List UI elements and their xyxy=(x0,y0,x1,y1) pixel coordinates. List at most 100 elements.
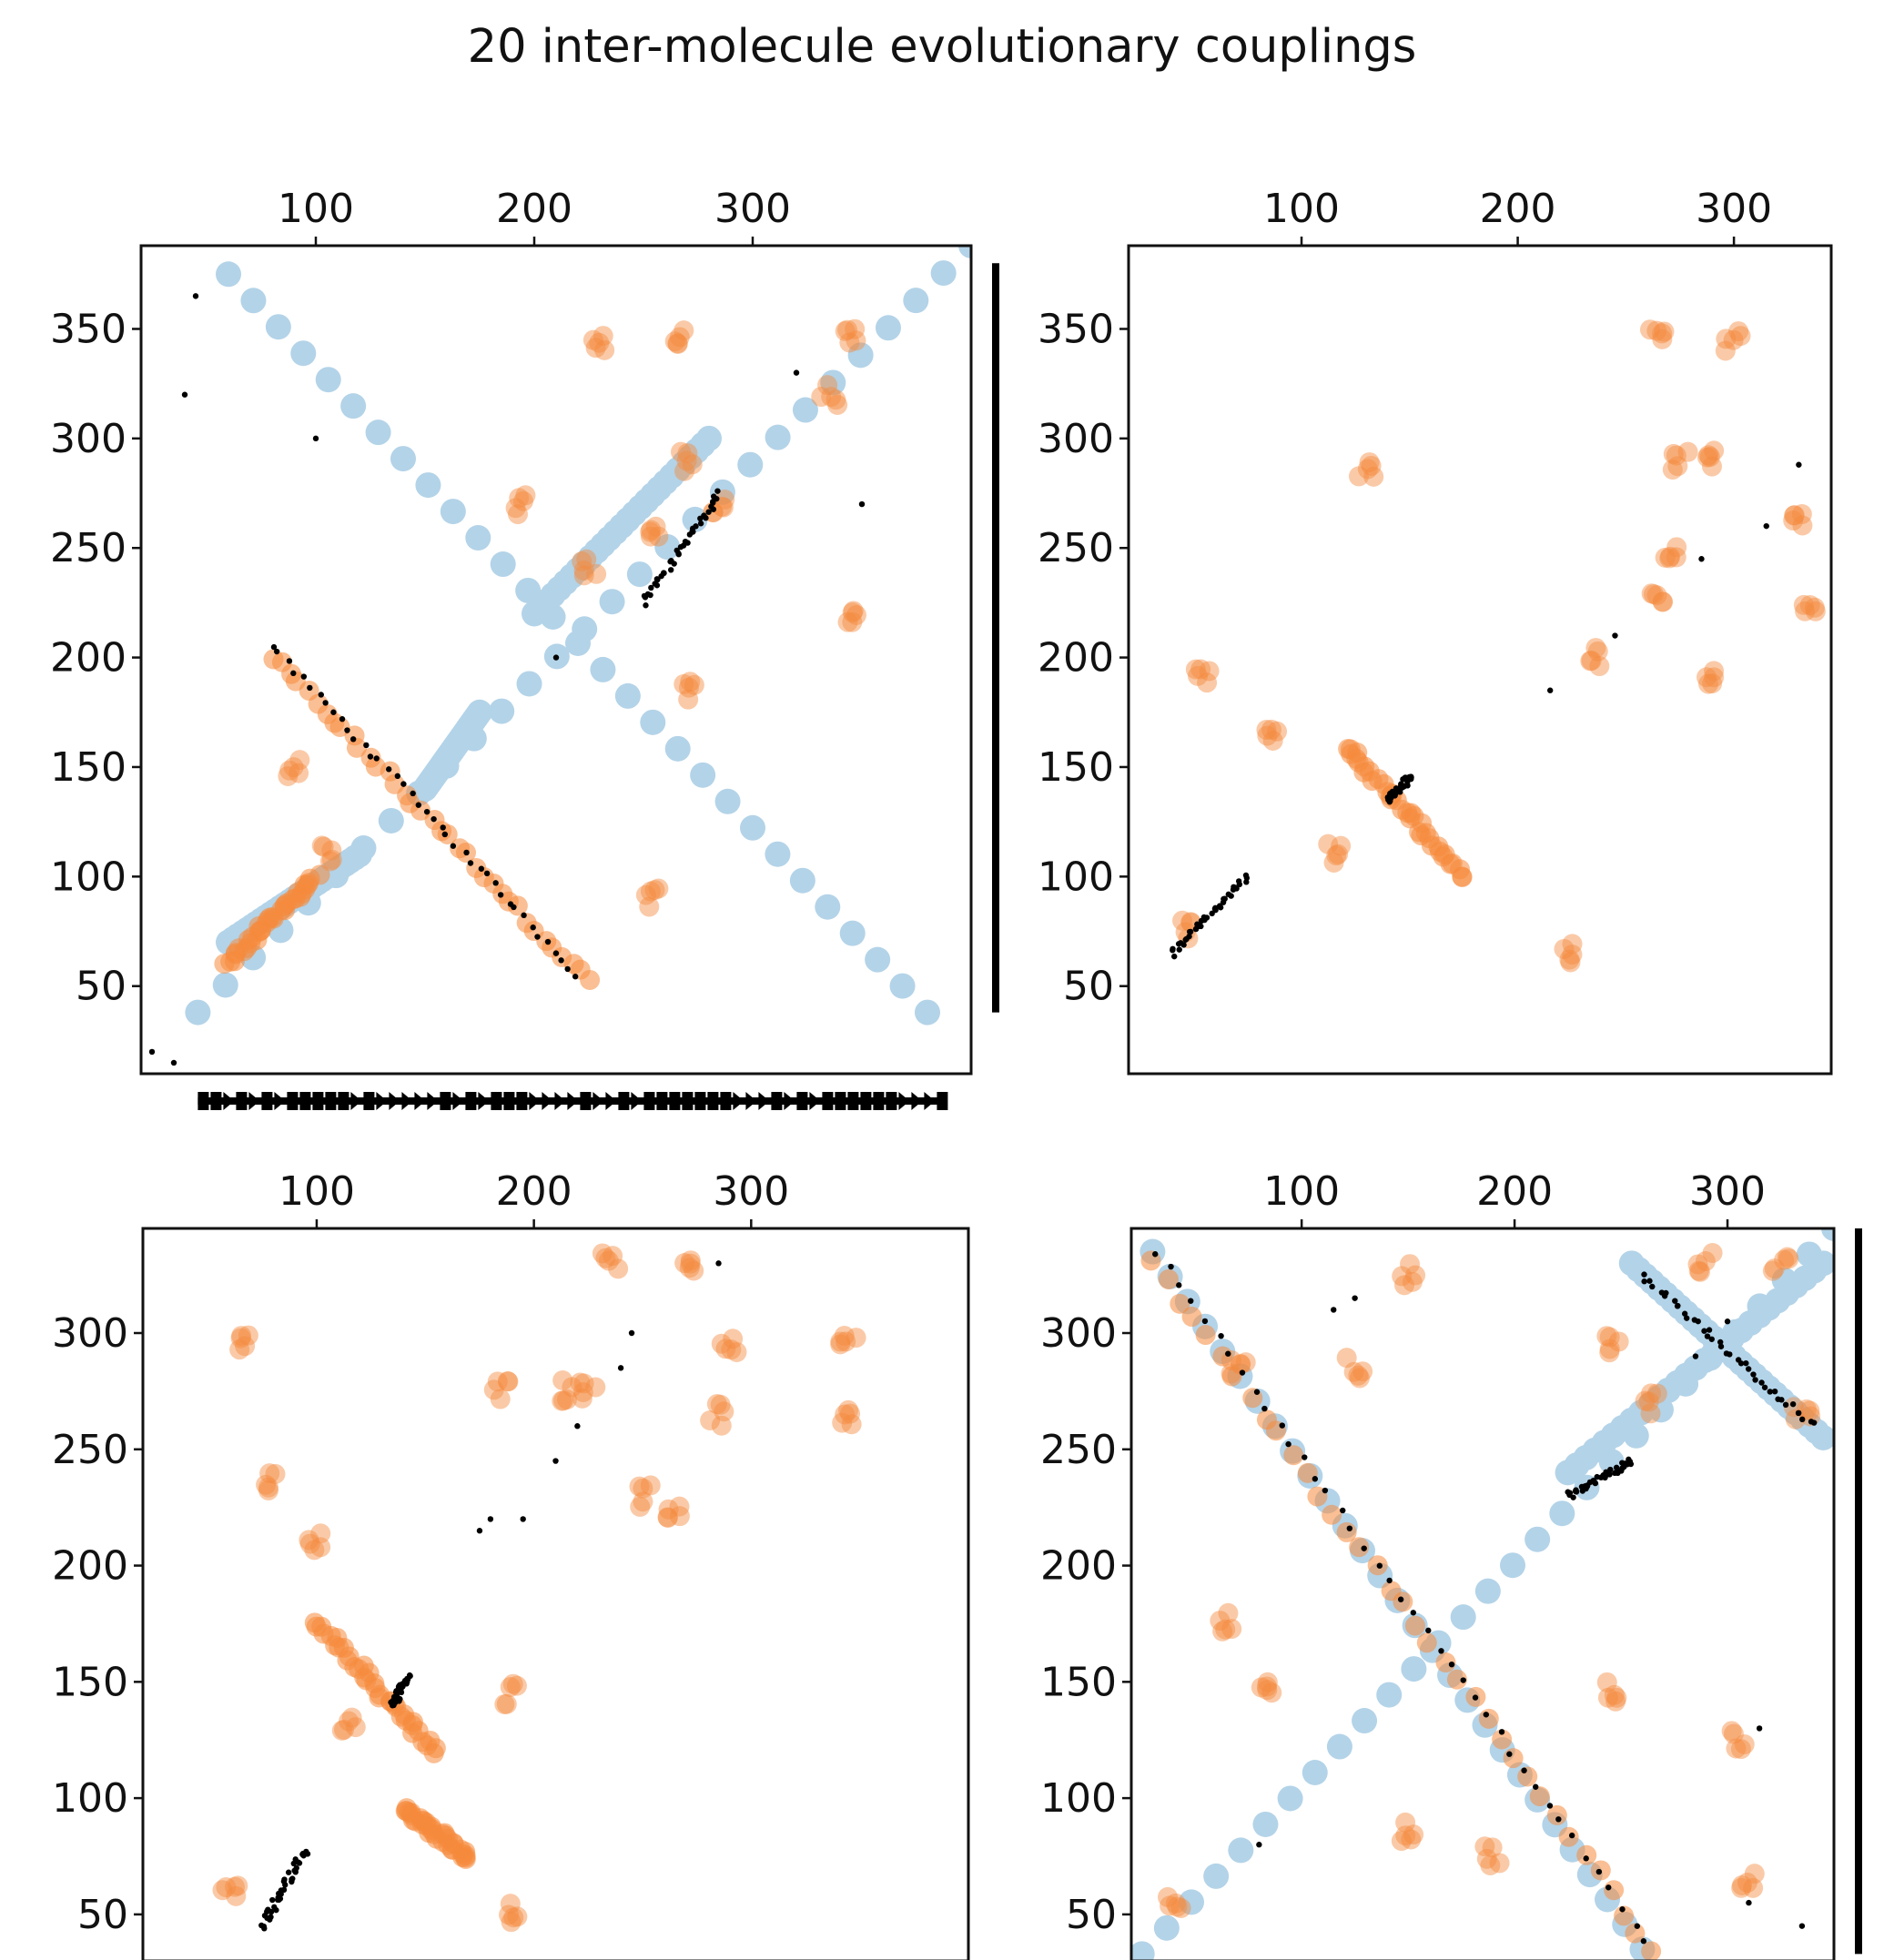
ec-point xyxy=(1592,1480,1598,1486)
coupling-point xyxy=(304,1540,325,1561)
coupling-point xyxy=(1322,1504,1342,1525)
ec-point xyxy=(564,965,571,973)
coupling-point xyxy=(1195,1325,1216,1346)
coupling-point xyxy=(572,1381,593,1402)
x-tick-label: 100 xyxy=(1263,1168,1340,1215)
structure-contact xyxy=(1352,1708,1378,1734)
x-tick-label: 200 xyxy=(496,1168,572,1215)
coupling-point xyxy=(309,864,330,885)
coupling-point xyxy=(1653,591,1674,612)
ec-point xyxy=(1746,1899,1752,1906)
coupling-point xyxy=(1546,1804,1567,1825)
coupling-point xyxy=(1361,455,1382,476)
y-tick-label: 150 xyxy=(1038,744,1114,791)
coupling-point xyxy=(1394,1275,1415,1296)
ec-point xyxy=(300,673,308,680)
coupling-point xyxy=(1165,1893,1186,1914)
coupling-point xyxy=(1784,505,1805,526)
structure-contact xyxy=(590,656,616,682)
coupling-point xyxy=(321,840,342,861)
coupling-point xyxy=(487,1371,508,1392)
coupling-point xyxy=(1235,1352,1256,1373)
ec-point xyxy=(1758,1379,1765,1386)
coupling-point xyxy=(1783,510,1804,531)
ec-point xyxy=(268,1914,274,1920)
panel-bottom-left: 100 200 300 50 100 150 200 250 300 xyxy=(52,1168,970,1960)
x-tick-label: 300 xyxy=(714,186,791,232)
ss-element xyxy=(312,1092,324,1110)
structure-contact xyxy=(958,246,971,258)
coupling-point xyxy=(1641,1941,1662,1960)
coupling-point xyxy=(334,1719,355,1740)
coupling-point xyxy=(1730,1739,1751,1760)
ec-point xyxy=(1646,1278,1653,1284)
coupling-point xyxy=(1416,1632,1437,1653)
ec-point xyxy=(1346,1525,1353,1531)
coupling-point xyxy=(1318,834,1339,854)
coupling-point xyxy=(1343,1361,1364,1382)
structure-contact xyxy=(185,999,211,1025)
coupling-point xyxy=(1160,1895,1180,1916)
coupling-point xyxy=(512,490,533,511)
ec-point xyxy=(1621,1463,1627,1470)
ec-point xyxy=(1188,1298,1194,1304)
ec-point xyxy=(312,435,319,442)
coupling-point xyxy=(238,1325,258,1346)
ss-element xyxy=(452,1092,464,1110)
ec-point xyxy=(423,808,430,815)
coupling-point xyxy=(1257,1672,1278,1692)
ec-point xyxy=(1279,1422,1285,1429)
coupling-point xyxy=(1689,1261,1710,1282)
ec-point xyxy=(1661,1293,1668,1299)
structure-contact xyxy=(640,709,666,735)
coupling-point xyxy=(667,334,688,355)
coupling-point xyxy=(1256,1676,1277,1697)
coupling-point xyxy=(645,516,666,537)
ec-point xyxy=(1619,1906,1626,1913)
ec-point xyxy=(1724,1318,1731,1325)
ec-point xyxy=(1798,1416,1806,1423)
coupling-point xyxy=(507,895,528,916)
coupling-point xyxy=(1158,1886,1179,1907)
plot-area xyxy=(1131,1228,1834,1960)
coupling-point xyxy=(502,1673,523,1694)
coupling-point xyxy=(573,560,594,581)
coupling-point xyxy=(677,443,698,464)
coupling-point xyxy=(506,1675,527,1696)
ss-element xyxy=(656,1092,668,1110)
coupling-point xyxy=(589,332,610,353)
structure-contact xyxy=(489,698,515,724)
coupling-point xyxy=(640,881,661,902)
ec-point xyxy=(1438,1648,1444,1654)
coupling-point xyxy=(1677,441,1698,462)
ec-point xyxy=(1795,1409,1802,1417)
coupling-point xyxy=(710,1394,731,1415)
ec-point xyxy=(1745,1366,1752,1372)
ss-element xyxy=(210,1092,222,1110)
ec-point xyxy=(1546,1803,1554,1809)
coupling-point xyxy=(1230,1354,1251,1375)
coupling-point xyxy=(721,1339,742,1360)
coupling-point xyxy=(657,1507,678,1528)
y-tick-label: 250 xyxy=(1038,525,1114,571)
y-tick-label: 200 xyxy=(50,635,127,682)
coupling-point xyxy=(846,1328,866,1349)
structure-contact xyxy=(847,342,874,369)
ec-point xyxy=(281,1876,288,1883)
ec-point xyxy=(1796,461,1802,468)
coupling-point xyxy=(845,318,866,339)
ec-point xyxy=(1570,1494,1576,1500)
coupling-point xyxy=(1743,1877,1764,1898)
ss-element xyxy=(516,1092,528,1110)
coupling-point xyxy=(1221,1363,1241,1384)
ss-element xyxy=(567,1092,579,1110)
ec-point xyxy=(552,654,560,661)
ec-point xyxy=(148,1048,156,1056)
ec-point xyxy=(1607,1466,1614,1473)
ec-point xyxy=(1681,1310,1688,1317)
coupling-point xyxy=(674,320,694,341)
coupling-point xyxy=(834,1325,855,1346)
coupling-point xyxy=(1400,1254,1421,1275)
ss-element xyxy=(911,1092,923,1110)
coupling-point xyxy=(1804,597,1825,618)
